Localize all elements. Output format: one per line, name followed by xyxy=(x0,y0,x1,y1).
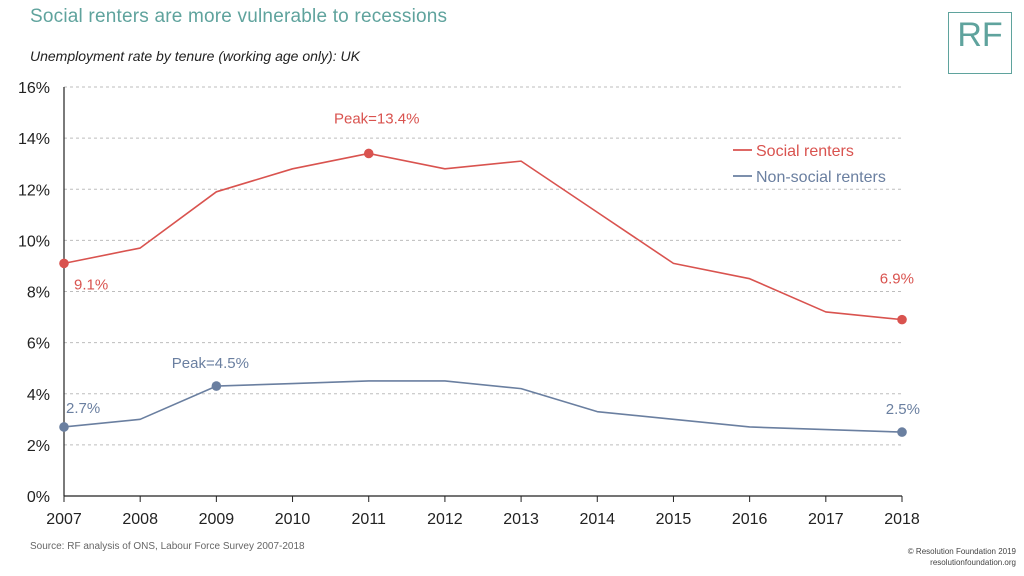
x-tick-label: 2011 xyxy=(352,511,387,528)
chart-title: Social renters are more vulnerable to re… xyxy=(30,6,448,27)
social-renters-line xyxy=(63,152,903,321)
data-label: 2.5% xyxy=(886,401,920,418)
non-social-renters-line xyxy=(63,380,903,433)
data-label: 6.9% xyxy=(880,271,914,288)
x-tick-label: 2018 xyxy=(884,511,920,528)
legend-label-non-social-renters: Non-social renters xyxy=(756,169,886,186)
y-tick-label: 14% xyxy=(18,131,50,148)
y-tick-label: 0% xyxy=(27,489,50,506)
y-tick-label: 6% xyxy=(27,336,50,353)
x-tick-label: 2010 xyxy=(275,511,311,528)
website-text: resolutionfoundation.org xyxy=(930,558,1016,567)
y-tick-label: 12% xyxy=(18,182,50,199)
source-note: Source: RF analysis of ONS, Labour Force… xyxy=(30,541,305,552)
social-renters-marker xyxy=(363,148,374,159)
x-tick-label: 2017 xyxy=(808,511,844,528)
data-label: Peak=13.4% xyxy=(334,110,419,127)
data-label: 9.1% xyxy=(74,276,108,293)
x-tick-label: 2013 xyxy=(503,511,539,528)
data-label: 2.7% xyxy=(66,400,100,417)
copyright-text: © Resolution Foundation 2019 xyxy=(907,547,1016,556)
social-renters-marker xyxy=(59,258,69,269)
x-tick-label: 2015 xyxy=(656,511,692,528)
legend-label-social-renters: Social renters xyxy=(756,143,854,160)
y-tick-label: 2% xyxy=(27,438,50,455)
x-tick-label: 2007 xyxy=(46,511,82,528)
non-social-renters-marker xyxy=(59,422,69,432)
y-tick-label: 8% xyxy=(27,285,50,302)
y-tick-label: 10% xyxy=(18,233,50,250)
x-tick-label: 2012 xyxy=(427,511,463,528)
rf-logo: RF xyxy=(948,12,1012,74)
non-social-renters-marker xyxy=(211,381,222,391)
non-social-renters-marker xyxy=(897,427,907,437)
data-label: Peak=4.5% xyxy=(172,355,249,372)
x-tick-label: 2016 xyxy=(732,511,768,528)
chart-subtitle: Unemployment rate by tenure (working age… xyxy=(30,48,360,64)
y-tick-label: 16% xyxy=(18,80,50,97)
x-tick-label: 2009 xyxy=(199,511,235,528)
social-renters-marker xyxy=(897,314,907,325)
x-tick-label: 2008 xyxy=(122,511,158,528)
y-tick-label: 4% xyxy=(27,387,50,404)
x-tick-label: 2014 xyxy=(579,511,615,528)
copyright-block: © Resolution Foundation 2019 resolutionf… xyxy=(908,546,1016,568)
